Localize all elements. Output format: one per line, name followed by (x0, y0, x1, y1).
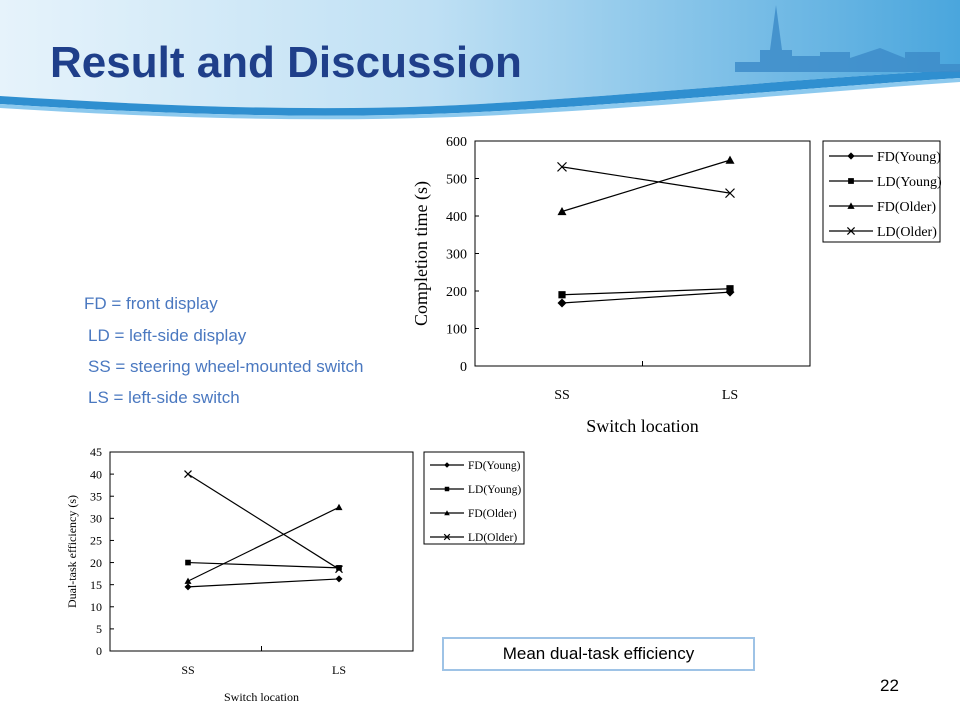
page-title: Result and Discussion (50, 38, 522, 87)
y-tick-label: 10 (90, 600, 102, 614)
series-ld-young-point (726, 285, 734, 293)
legend-label: FD(Young) (468, 460, 521, 472)
abbreviation-ld: LD = left-side display (88, 326, 247, 345)
legend-marker (847, 152, 855, 160)
series-fd-older-line (561, 159, 731, 213)
series-fd-older-point (184, 577, 192, 584)
y-tick-label: 35 (90, 489, 102, 503)
y-tick-label: 15 (90, 578, 102, 592)
series-fd-young-point (557, 298, 567, 308)
y-tick-label: 5 (96, 622, 102, 636)
abbreviation-ls: LS = left-side switch (88, 388, 240, 407)
legend-marker (444, 510, 450, 516)
x-tick-label: SS (181, 663, 194, 677)
legend-box (423, 451, 525, 545)
village-silhouette-icon (735, 5, 960, 72)
series-fd-older-point (335, 503, 343, 511)
y-tick-label: 300 (446, 247, 467, 262)
series-fd-young-line (187, 578, 340, 588)
legend-label: LD(Older) (877, 225, 937, 240)
y-tick-label: 100 (446, 322, 467, 337)
legend-marker (443, 533, 451, 541)
y-tick-label: 20 (90, 556, 102, 570)
x-tick-label: LS (722, 388, 738, 403)
y-tick-label: 45 (90, 445, 102, 459)
x-axis-label: Switch location (586, 416, 698, 436)
legend-marker (847, 202, 855, 209)
series-ld-older-point (557, 161, 567, 172)
legend-label: FD(Young) (877, 150, 941, 165)
legend-marker (848, 178, 854, 184)
y-axis-label: Dual-task efficiency (s) (65, 495, 79, 608)
completion-time-chart: 0 100 200 300 400 500 600 SS LS Switch location Co… (411, 135, 942, 436)
x-axis-label: Switch location (224, 690, 299, 704)
x-tick-label: SS (554, 388, 570, 403)
series-fd-older-point (725, 155, 735, 164)
y-tick-label: 25 (90, 534, 102, 548)
series-ld-young-point (336, 565, 342, 571)
y-tick-label: 30 (90, 512, 102, 526)
abbreviation-ss: SS = steering wheel-mounted switch (88, 357, 364, 376)
series-ld-young-point (558, 291, 566, 299)
x-tick-label: LS (332, 663, 346, 677)
legend-box (822, 140, 941, 243)
y-tick-label: 500 (446, 172, 467, 187)
legend-label: LD(Young) (877, 175, 942, 190)
series-fd-young-point (335, 575, 343, 583)
legend-marker (444, 486, 450, 492)
legend-label: FD(Older) (468, 508, 517, 520)
y-tick-label: 600 (446, 135, 467, 150)
series-ld-young-line (187, 561, 340, 569)
series-ld-older-point (725, 188, 735, 199)
y-tick-label: 40 (90, 467, 102, 481)
legend-label: LD(Older) (468, 532, 517, 544)
y-tick-label: 0 (96, 644, 102, 658)
page-number: 22 (880, 676, 899, 695)
legend-label: LD(Young) (468, 484, 521, 496)
legend-label: FD(Older) (877, 200, 936, 215)
series-fd-older-point (557, 207, 567, 216)
series-ld-older-point (335, 565, 343, 574)
chart-caption: Mean dual-task efficiency (442, 637, 755, 671)
legend-marker (846, 226, 856, 236)
y-axis-label: Completion time (s) (411, 181, 432, 326)
header-banner (0, 0, 960, 120)
series-ld-older-line (561, 166, 731, 194)
series-ld-older-line (187, 473, 340, 570)
dual-task-efficiency-chart: 0 5 10 15 20 25 30 35 40 45 SS LS Switch location Dua… (65, 445, 525, 704)
series-ld-young-point (185, 559, 191, 566)
y-tick-label: 400 (446, 210, 467, 225)
legend-marker (444, 462, 450, 468)
series-ld-older-point (184, 470, 192, 479)
abbreviation-fd: FD = front display (84, 294, 218, 313)
series-fd-young-line (561, 291, 731, 304)
y-tick-label: 0 (460, 360, 467, 375)
series-fd-young-point (184, 583, 192, 591)
y-tick-label: 200 (446, 285, 467, 300)
series-ld-young-line (561, 288, 731, 296)
plot-frame (474, 140, 811, 367)
plot-frame (109, 451, 414, 652)
series-fd-older-line (187, 506, 340, 582)
